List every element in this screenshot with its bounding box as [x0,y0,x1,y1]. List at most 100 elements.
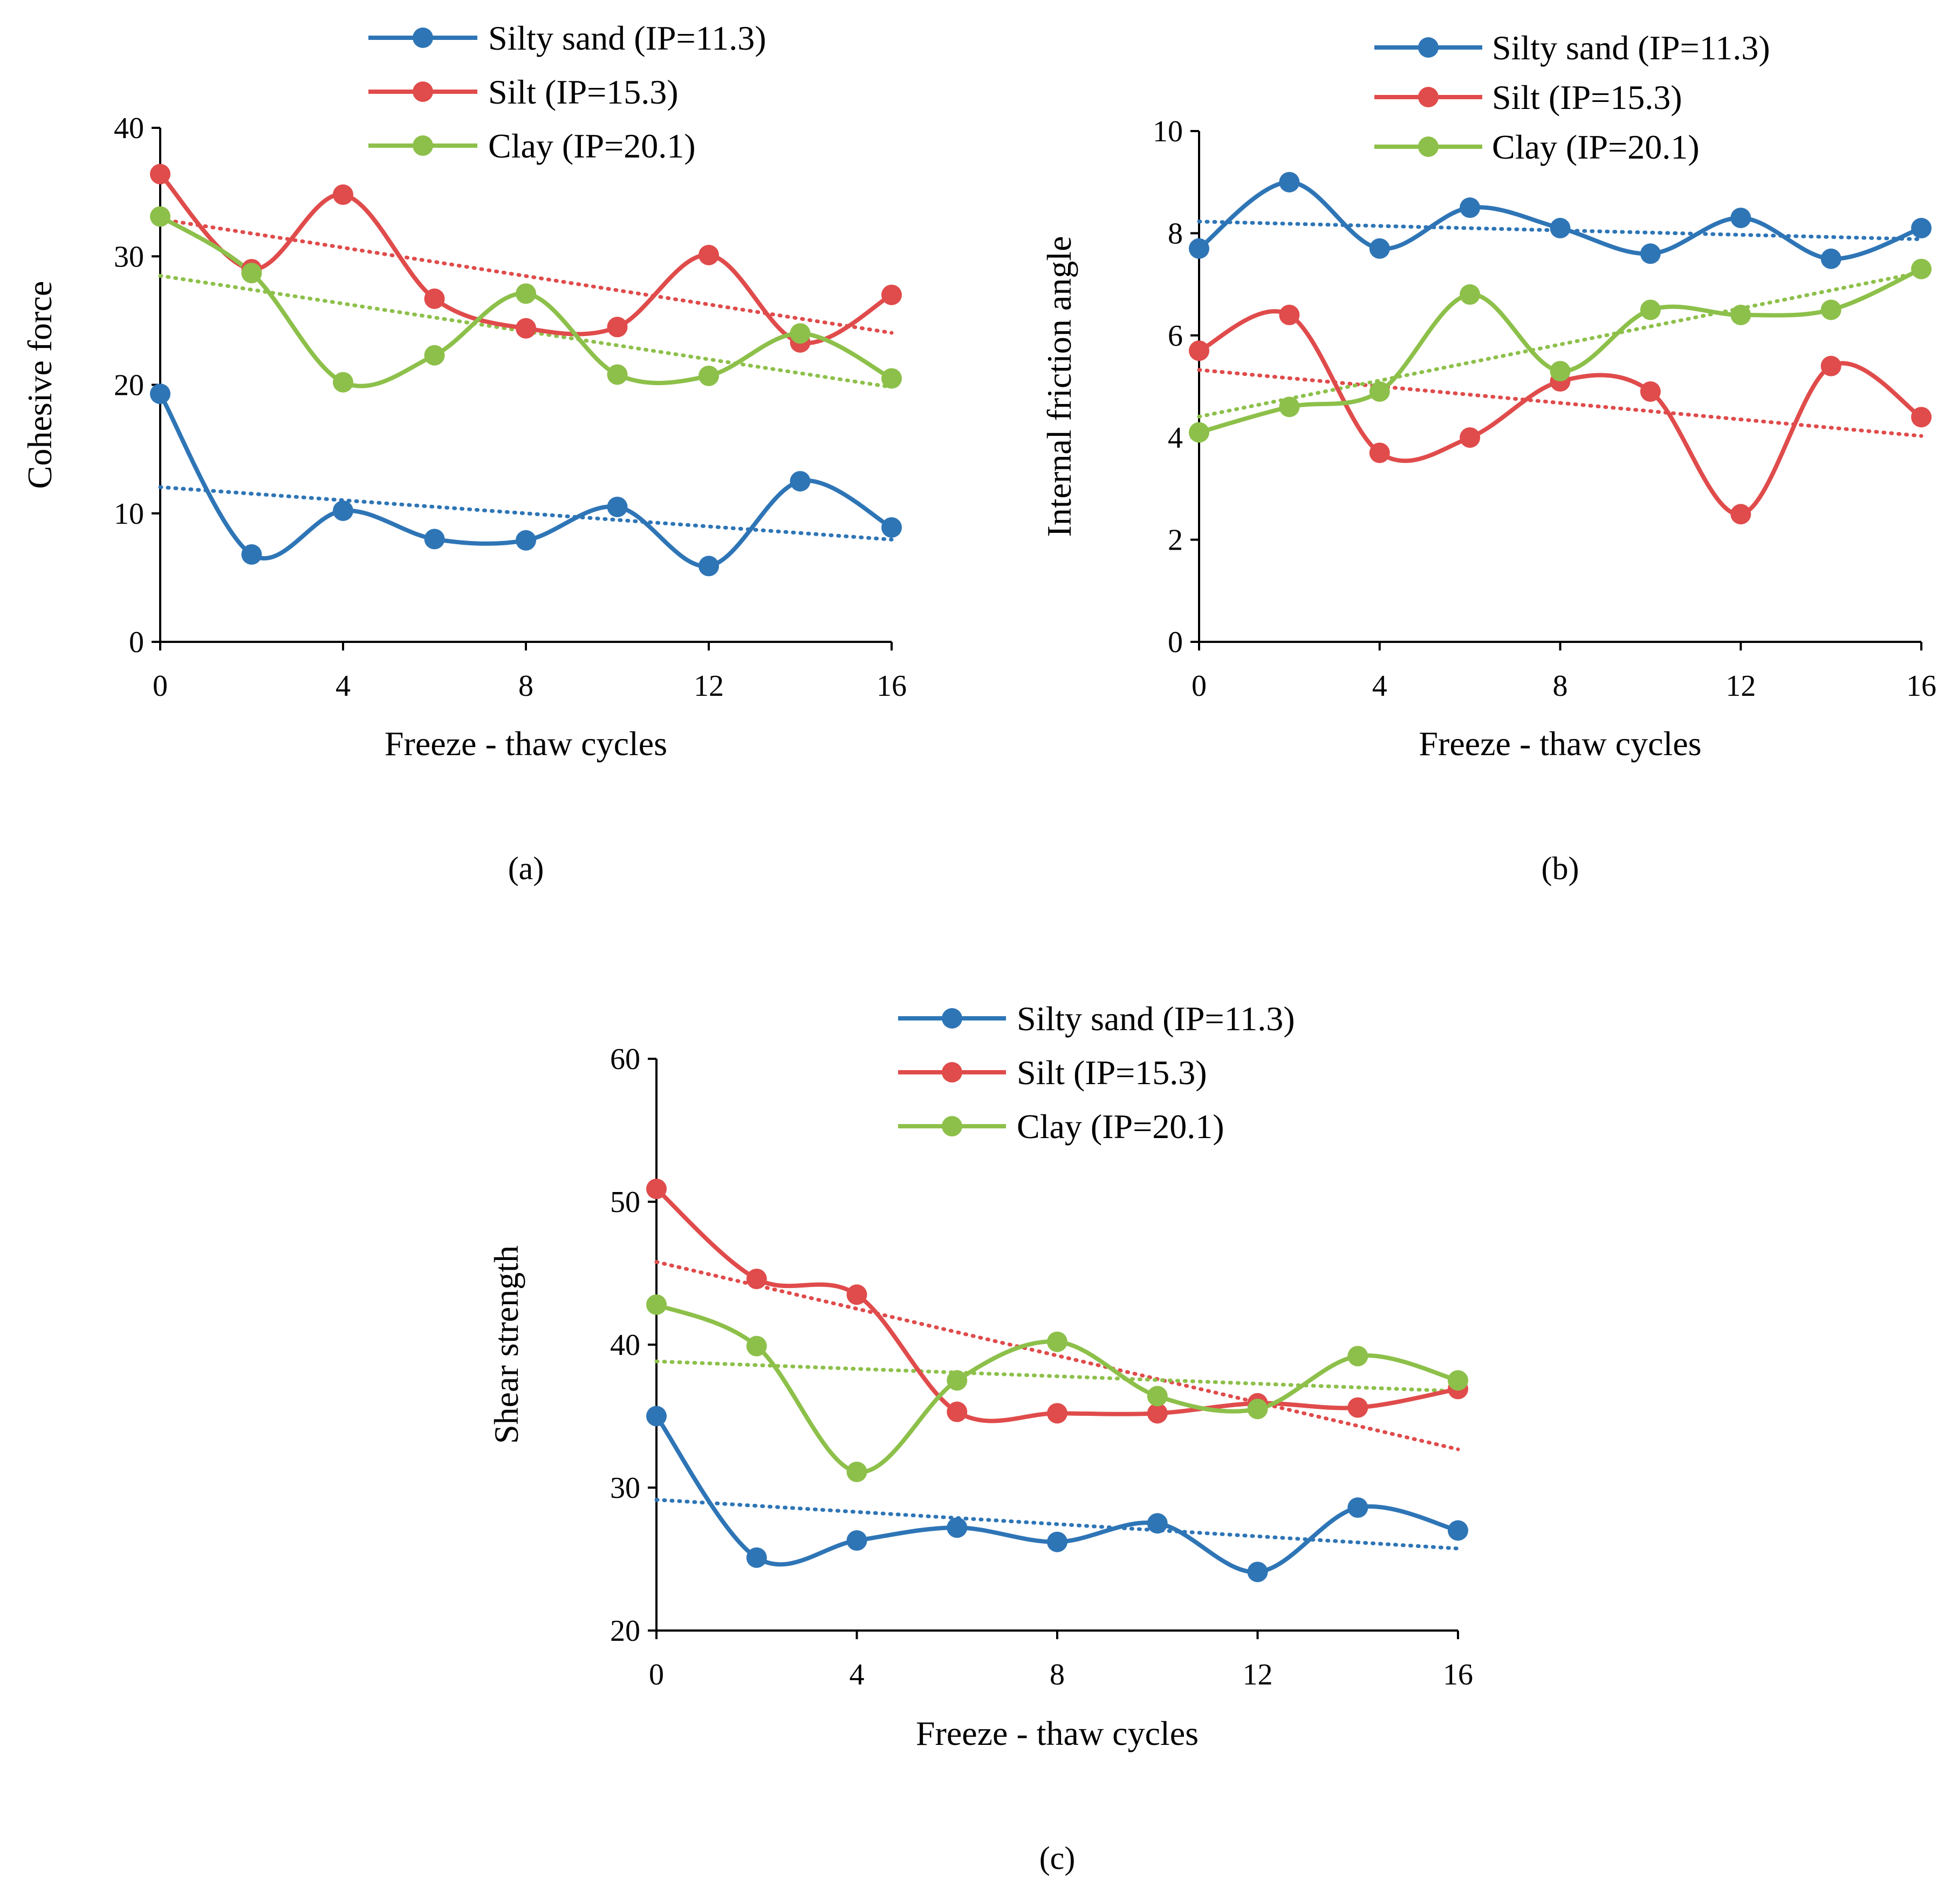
y-tick-label: 30 [114,240,144,273]
series-line-silt [1197,309,1923,517]
data-point-silt [1911,407,1932,428]
data-point-silty_sand [1730,207,1751,228]
data-point-clay [699,365,719,386]
y-tick-label: 50 [610,1186,640,1219]
x-axis-title: Freeze - thaw cycles [385,724,667,763]
trendline-silt [158,217,894,335]
chart-shear-strength: 20 30 40 50 60 0 4 8 12 16 Shear strength Freeze - … [487,999,1473,1876]
y-tick-label: 6 [1168,319,1183,353]
data-point-silt [607,317,628,338]
y-tick-label: 40 [610,1328,640,1362]
data-point-silt [947,1401,968,1422]
series-line-silt [654,1187,1460,1423]
data-point-silt [150,163,170,184]
data-point-clay [846,1461,867,1482]
y-tick-label: 10 [1153,115,1183,148]
legend-marker-silt [1418,87,1439,107]
legend-marker-silt [413,81,433,102]
data-point-clay [1730,304,1751,325]
data-point-silt [699,244,719,265]
panel-label: (b) [1542,851,1579,886]
data-point-silt [881,284,902,305]
data-point-clay [1460,284,1481,305]
y-tick-label: 30 [610,1471,640,1505]
data-point-silty_sand [746,1547,767,1568]
x-tick-label: 12 [1726,669,1756,703]
x-tick-label: 16 [1443,1658,1473,1691]
y-tick-label: 60 [610,1043,640,1076]
data-point-clay [881,368,902,389]
trendline-silt [654,1260,1460,1451]
data-point-silty_sand [241,544,262,565]
data-point-silt [1730,504,1751,525]
chart-cohesive-force: 0 10 20 30 40 0 4 8 12 16 Cohesive force Freeze - t… [20,19,907,886]
legend-label-silt: Silt (IP=15.3) [1017,1053,1207,1092]
data-point-silt [646,1179,667,1200]
x-tick-label: 12 [694,669,724,703]
legend-label-silty_sand: Silty sand (IP=11.3) [1492,29,1770,67]
x-tick-label: 4 [850,1658,865,1691]
x-tick-label: 4 [336,669,351,703]
chart-internal-friction-angle: 0 2 4 6 8 10 0 4 8 12 16 Internal friction angle Fre… [1040,29,1936,886]
data-point-clay [1820,299,1841,320]
legend-label-clay: Clay (IP=20.1) [1017,1107,1224,1146]
data-point-silt [424,288,445,309]
y-tick-label: 2 [1168,524,1183,557]
data-point-clay [1247,1399,1268,1420]
data-point-silt [1460,427,1481,448]
data-point-silty_sand [1189,238,1209,259]
legend-label-clay: Clay (IP=20.1) [488,127,696,165]
data-point-clay [947,1370,968,1391]
data-point-clay [424,345,445,366]
data-point-silty_sand [646,1406,667,1427]
x-axis-title: Freeze - thaw cycles [916,1714,1199,1752]
legend-marker-silty_sand [942,1008,962,1029]
data-point-silty_sand [846,1530,867,1551]
panel-label: (c) [1039,1840,1076,1876]
x-tick-label: 16 [1906,669,1936,703]
data-point-silt [846,1284,867,1305]
y-tick-label: 20 [114,369,144,402]
data-point-silty_sand [1047,1531,1067,1552]
data-point-clay [746,1335,767,1357]
y-tick-label: 0 [1168,626,1183,659]
data-point-clay [1640,299,1661,320]
legend-marker-silty_sand [1418,37,1439,58]
data-point-silty_sand [1550,217,1571,238]
y-tick-label: 4 [1168,421,1183,455]
data-point-silty_sand [333,500,353,521]
legend-label-silt: Silt (IP=15.3) [488,73,679,111]
data-point-silt [1279,304,1300,325]
data-point-clay [1279,396,1300,417]
y-tick-label: 0 [129,626,144,659]
data-point-silt [1047,1403,1067,1424]
x-tick-label: 0 [649,1658,664,1691]
data-point-clay [1550,361,1571,382]
x-axis-title: Freeze - thaw cycles [1419,724,1701,763]
legend-marker-clay [413,135,433,156]
legend-label-silty_sand: Silty sand (IP=11.3) [1017,999,1295,1038]
legend-label-silty_sand: Silty sand (IP=11.3) [488,19,766,57]
data-point-silty_sand [1247,1561,1268,1583]
data-point-silty_sand [790,471,811,492]
y-axis-title: Cohesive force [20,281,59,489]
data-point-silty_sand [1147,1513,1168,1534]
data-point-silty_sand [1820,248,1841,269]
series-line-clay [654,1302,1460,1475]
data-point-silty_sand [150,383,170,405]
legend-marker-silty_sand [413,28,433,48]
legend-marker-silt [942,1062,962,1083]
y-axis-title: Internal friction angle [1040,236,1078,537]
x-tick-label: 0 [1192,669,1207,703]
legend-marker-clay [942,1116,962,1136]
data-point-silt [1369,442,1390,463]
y-tick-label: 20 [610,1614,640,1648]
data-point-clay [646,1294,667,1315]
data-point-silty_sand [1911,217,1932,238]
data-point-silty_sand [1448,1520,1468,1541]
x-tick-label: 8 [518,669,533,703]
series-line-silt [158,172,894,346]
data-point-silty_sand [947,1517,968,1538]
legend: Silty sand (IP=11.3) Silt (IP=15.3) Clay (… [1374,29,1770,166]
